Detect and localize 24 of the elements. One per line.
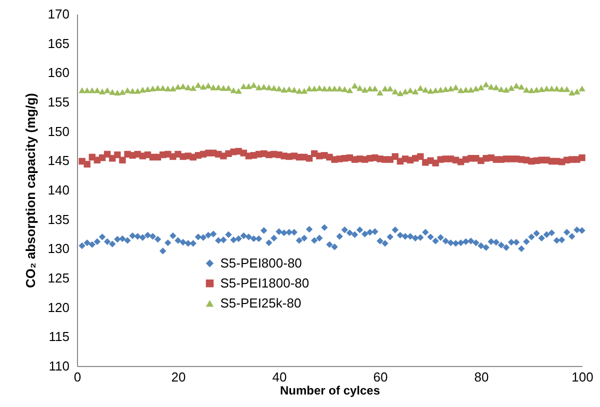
x-tick-label: 0: [74, 370, 82, 384]
x-tick-label: 60: [373, 370, 388, 384]
y-tick-label: 170: [48, 6, 70, 22]
y-tick-label: 160: [48, 65, 70, 80]
x-tick-label: 20: [171, 370, 186, 384]
y-tick-label: 130: [48, 241, 70, 256]
x-tick-label: 40: [272, 370, 287, 384]
y-tick-label: 150: [48, 124, 70, 139]
y-tick-label: 115: [48, 329, 70, 344]
x-tick-label: 100: [572, 370, 594, 384]
legend-label: S5-PEI1800-80: [220, 275, 310, 290]
y-tick-label: 140: [48, 182, 70, 198]
y-tick-label: 145: [48, 153, 70, 168]
y-tick-label: 110: [48, 358, 70, 374]
x-axis-title: Number of cylces: [280, 384, 380, 398]
x-tick-label: 80: [474, 370, 489, 384]
y-axis-title: CO₂ absorption capacity (mg/g): [22, 92, 38, 288]
y-tick-label: 155: [48, 94, 70, 110]
y-tick-label: 125: [48, 270, 70, 286]
legend-label: S5-PEI25k-80: [220, 295, 302, 310]
y-tick-label: 120: [48, 300, 70, 315]
legend-label: S5-PEI800-80: [220, 255, 302, 270]
y-tick-label: 135: [48, 212, 70, 227]
y-tick-label: 165: [48, 36, 70, 51]
